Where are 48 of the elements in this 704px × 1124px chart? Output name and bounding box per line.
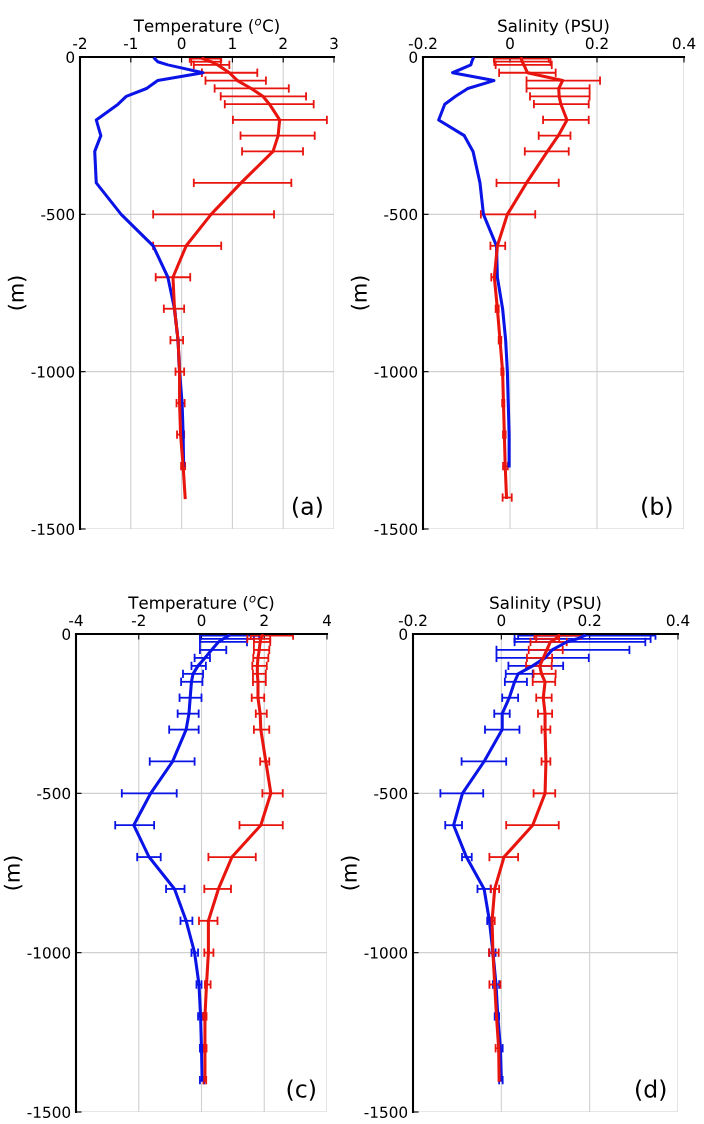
- y-tick-label: -1000: [364, 947, 408, 959]
- y-axis-title: (m): [340, 856, 360, 890]
- y-tick-label: -1000: [27, 947, 71, 959]
- x-tick-label: 2: [260, 614, 268, 626]
- y-tick-label: 0: [399, 628, 408, 641]
- x-axis-title: Temperature ($^{o}$C): [133, 18, 279, 36]
- annotation: (b): [642, 496, 672, 518]
- x-tick-label: -2: [73, 37, 87, 49]
- y-tick-label: -1500: [364, 1106, 408, 1119]
- y-tick-label: -1500: [31, 523, 75, 536]
- annotation: (a): [292, 496, 322, 518]
- x-tick-label: 0.2: [578, 614, 601, 627]
- annotation: (d): [636, 1079, 666, 1101]
- y-tick-label: -1500: [374, 523, 418, 536]
- y-tick-label: -500: [37, 787, 71, 800]
- x-tick-label: 3: [330, 37, 338, 50]
- x-tick-label: 1: [229, 37, 236, 49]
- x-tick-label: -0.2: [408, 37, 437, 50]
- y-tick-label: -500: [374, 787, 408, 800]
- y-tick-label: 0: [66, 51, 75, 64]
- y-axis-title: (m): [7, 276, 27, 310]
- x-tick-label: -2: [131, 614, 145, 626]
- annotation: (c): [287, 1079, 315, 1101]
- x-tick-label: -4: [69, 614, 83, 626]
- x-tick-label: 0: [497, 614, 506, 627]
- x-axis-title: Salinity (PSU): [498, 19, 609, 36]
- y-axis-title: (m): [3, 856, 23, 890]
- x-tick-label: -0.2: [398, 614, 427, 627]
- line-series: [437, 57, 511, 468]
- y-tick-label: -1000: [31, 366, 75, 378]
- x-tick-label: 2: [279, 37, 287, 49]
- x-tick-label: 0: [197, 614, 206, 627]
- y-tick-label: -1000: [374, 366, 418, 378]
- x-axis-title: Temperature ($^{o}$C): [128, 595, 274, 613]
- y-tick-label: 0: [409, 51, 418, 64]
- y-axis-title: (m): [350, 276, 370, 310]
- x-tick-label: 0.4: [666, 614, 690, 627]
- y-tick-label: -500: [41, 208, 75, 221]
- y-tick-label: -500: [384, 208, 418, 221]
- x-tick-label: 0: [506, 37, 514, 50]
- y-tick-label: -1500: [27, 1106, 71, 1119]
- x-tick-label: 0.4: [672, 37, 696, 50]
- x-tick-label: 0.2: [585, 37, 608, 50]
- x-axis-title: Salinity (PSU): [490, 596, 601, 613]
- y-tick-label: 0: [62, 628, 71, 641]
- x-tick-label: -1: [123, 37, 138, 49]
- x-tick-label: 0: [177, 37, 186, 50]
- x-tick-label: 4: [322, 614, 331, 626]
